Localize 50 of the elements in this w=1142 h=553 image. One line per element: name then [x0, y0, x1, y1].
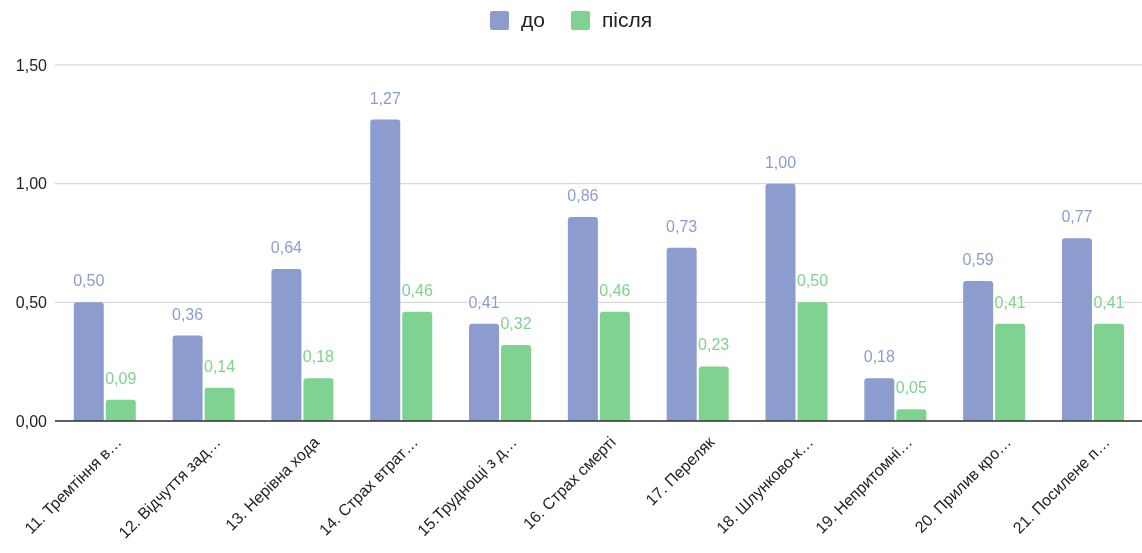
data-label: 0,59 — [962, 250, 994, 268]
data-label: 0,73 — [666, 217, 698, 235]
data-label: 0,09 — [105, 369, 137, 387]
data-label: 0,41 — [1093, 293, 1125, 311]
data-label: 0,41 — [994, 293, 1026, 311]
data-label: 0,18 — [302, 348, 335, 366]
data-label: 0,23 — [698, 336, 730, 354]
bar — [896, 409, 927, 421]
legend-label: після — [601, 8, 653, 32]
bar — [567, 216, 598, 421]
data-label: 0,64 — [270, 239, 303, 257]
legend-label: до — [520, 8, 545, 32]
bar — [599, 311, 630, 421]
y-tick-label: 1,00 — [15, 175, 48, 193]
data-label: 0,86 — [567, 186, 599, 204]
bar — [204, 387, 235, 421]
bar — [666, 247, 697, 421]
bar — [469, 323, 500, 421]
y-tick-label: 0,00 — [15, 412, 48, 430]
data-label: 0,14 — [204, 357, 236, 375]
data-label: 0,77 — [1061, 208, 1093, 226]
bar — [172, 335, 203, 421]
bar — [864, 378, 895, 421]
bar — [271, 269, 302, 421]
bar — [501, 345, 532, 421]
data-label: 1,27 — [369, 89, 401, 107]
data-label: 0,41 — [468, 293, 500, 311]
bar — [1061, 238, 1092, 421]
data-label: 0,50 — [73, 272, 105, 290]
bar — [963, 280, 994, 421]
bar — [765, 183, 796, 421]
data-label: 1,00 — [764, 153, 797, 171]
bar — [303, 378, 334, 421]
data-label: 0,46 — [401, 281, 433, 299]
data-label: 0,32 — [500, 315, 532, 333]
bar — [105, 399, 136, 421]
bar — [370, 119, 401, 421]
data-label: 0,36 — [172, 305, 204, 323]
data-label: 0,50 — [796, 272, 829, 290]
bar — [995, 323, 1026, 421]
bar — [698, 366, 729, 421]
y-tick-label: 0,50 — [15, 294, 48, 312]
data-label: 0,18 — [863, 348, 895, 366]
bar — [402, 311, 433, 421]
bar — [1093, 323, 1124, 421]
bar — [797, 302, 828, 421]
y-tick-label: 1,50 — [15, 56, 48, 74]
data-label: 0,46 — [599, 281, 631, 299]
bar — [73, 302, 104, 421]
data-label: 0,05 — [895, 379, 927, 397]
